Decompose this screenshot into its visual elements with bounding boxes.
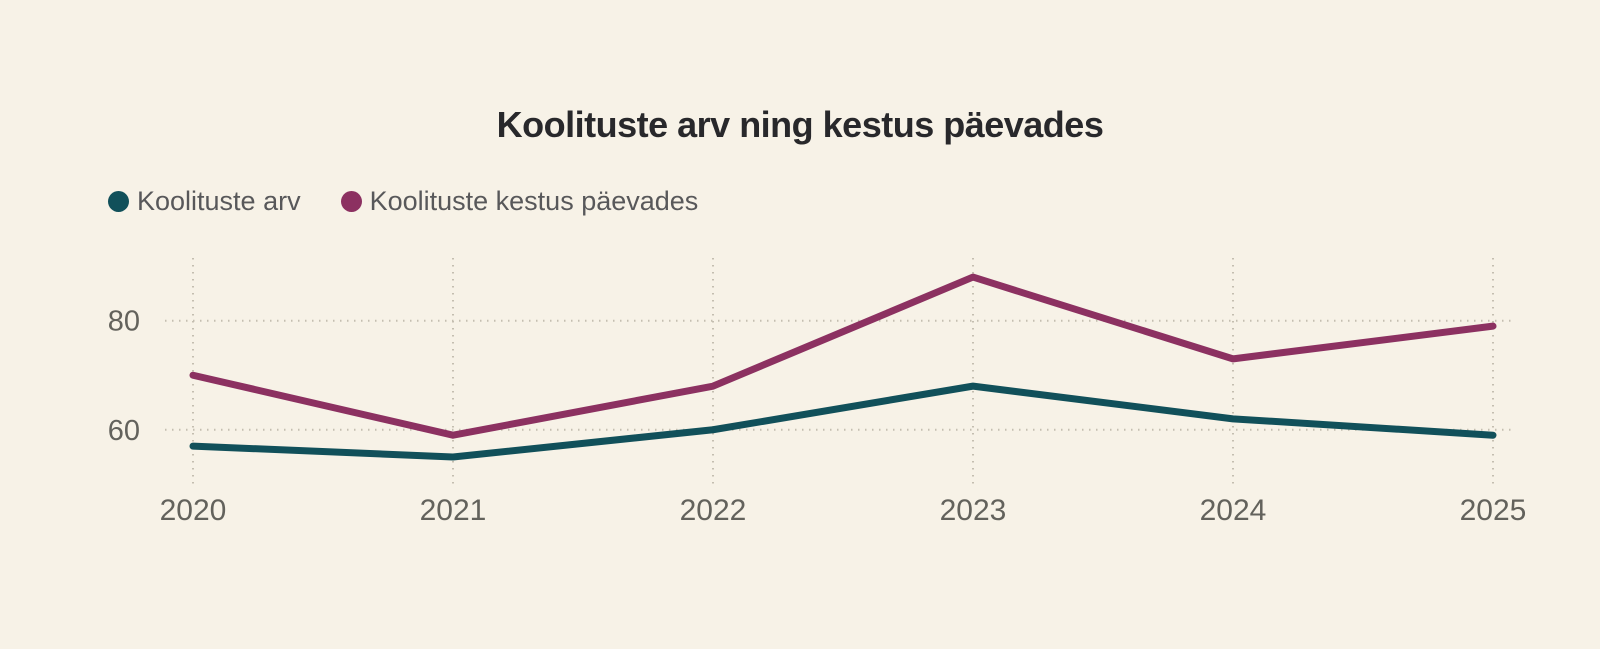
x-axis-tick-label: 2022 bbox=[680, 494, 747, 527]
legend-item-koolituste-arv[interactable]: Koolituste arv bbox=[108, 186, 301, 217]
x-axis-tick-label: 2021 bbox=[420, 494, 487, 527]
x-axis-tick-label: 2024 bbox=[1200, 494, 1267, 527]
chart-title: Koolituste arv ning kestus päevades bbox=[496, 104, 1104, 145]
y-axis-tick-label: 80 bbox=[108, 306, 140, 338]
series-line-koolituste-arv[interactable] bbox=[189, 382, 1497, 461]
series-marker-icon bbox=[108, 191, 129, 212]
series-marker-icon bbox=[340, 191, 362, 212]
x-axis-tick-label: 2023 bbox=[940, 494, 1007, 527]
x-axis-tick-label: 2025 bbox=[1460, 494, 1527, 527]
series-line-koolituste-kestus-p-evades[interactable] bbox=[189, 273, 1497, 439]
legend-item-koolituste-kestus-paevades[interactable]: Koolituste kestus päevades bbox=[340, 186, 699, 217]
legend-label: Koolituste kestus päevades bbox=[369, 186, 699, 216]
x-axis-tick-label: 2020 bbox=[160, 494, 227, 527]
chart-legend: Koolituste arv Koolituste kestus päevade… bbox=[108, 186, 698, 217]
legend-label: Koolituste arv bbox=[137, 186, 301, 216]
y-axis-tick-label: 60 bbox=[108, 415, 140, 447]
